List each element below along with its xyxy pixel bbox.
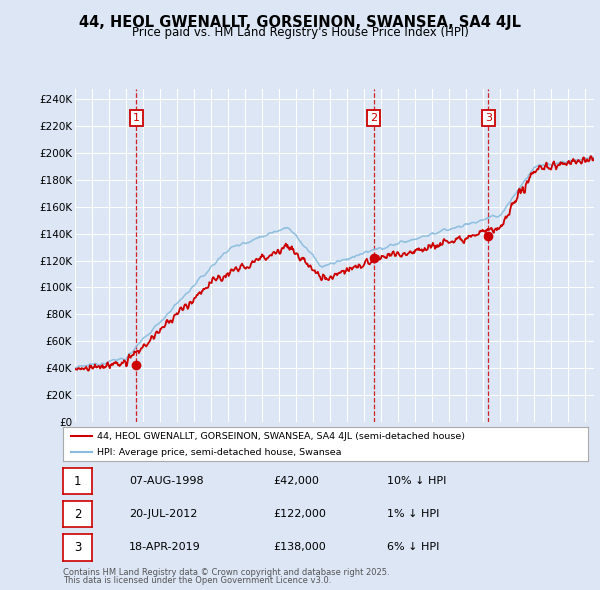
Text: HPI: Average price, semi-detached house, Swansea: HPI: Average price, semi-detached house,… bbox=[97, 448, 341, 457]
Text: £42,000: £42,000 bbox=[273, 476, 319, 486]
Text: 44, HEOL GWENALLT, GORSEINON, SWANSEA, SA4 4JL (semi-detached house): 44, HEOL GWENALLT, GORSEINON, SWANSEA, S… bbox=[97, 431, 465, 441]
Text: 2: 2 bbox=[74, 508, 81, 521]
Text: 44, HEOL GWENALLT, GORSEINON, SWANSEA, SA4 4JL: 44, HEOL GWENALLT, GORSEINON, SWANSEA, S… bbox=[79, 15, 521, 30]
Text: This data is licensed under the Open Government Licence v3.0.: This data is licensed under the Open Gov… bbox=[63, 576, 331, 585]
Text: 1: 1 bbox=[133, 113, 140, 123]
Text: Price paid vs. HM Land Registry's House Price Index (HPI): Price paid vs. HM Land Registry's House … bbox=[131, 26, 469, 39]
Text: 20-JUL-2012: 20-JUL-2012 bbox=[129, 509, 197, 519]
Text: 3: 3 bbox=[485, 113, 492, 123]
Text: 07-AUG-1998: 07-AUG-1998 bbox=[129, 476, 203, 486]
Text: £138,000: £138,000 bbox=[273, 542, 326, 552]
Text: 3: 3 bbox=[74, 541, 81, 554]
Text: 1% ↓ HPI: 1% ↓ HPI bbox=[387, 509, 439, 519]
Text: £122,000: £122,000 bbox=[273, 509, 326, 519]
Text: 6% ↓ HPI: 6% ↓ HPI bbox=[387, 542, 439, 552]
Text: 18-APR-2019: 18-APR-2019 bbox=[129, 542, 201, 552]
Text: 1: 1 bbox=[74, 475, 81, 488]
Text: 2: 2 bbox=[370, 113, 377, 123]
Text: Contains HM Land Registry data © Crown copyright and database right 2025.: Contains HM Land Registry data © Crown c… bbox=[63, 568, 389, 577]
Text: 10% ↓ HPI: 10% ↓ HPI bbox=[387, 476, 446, 486]
